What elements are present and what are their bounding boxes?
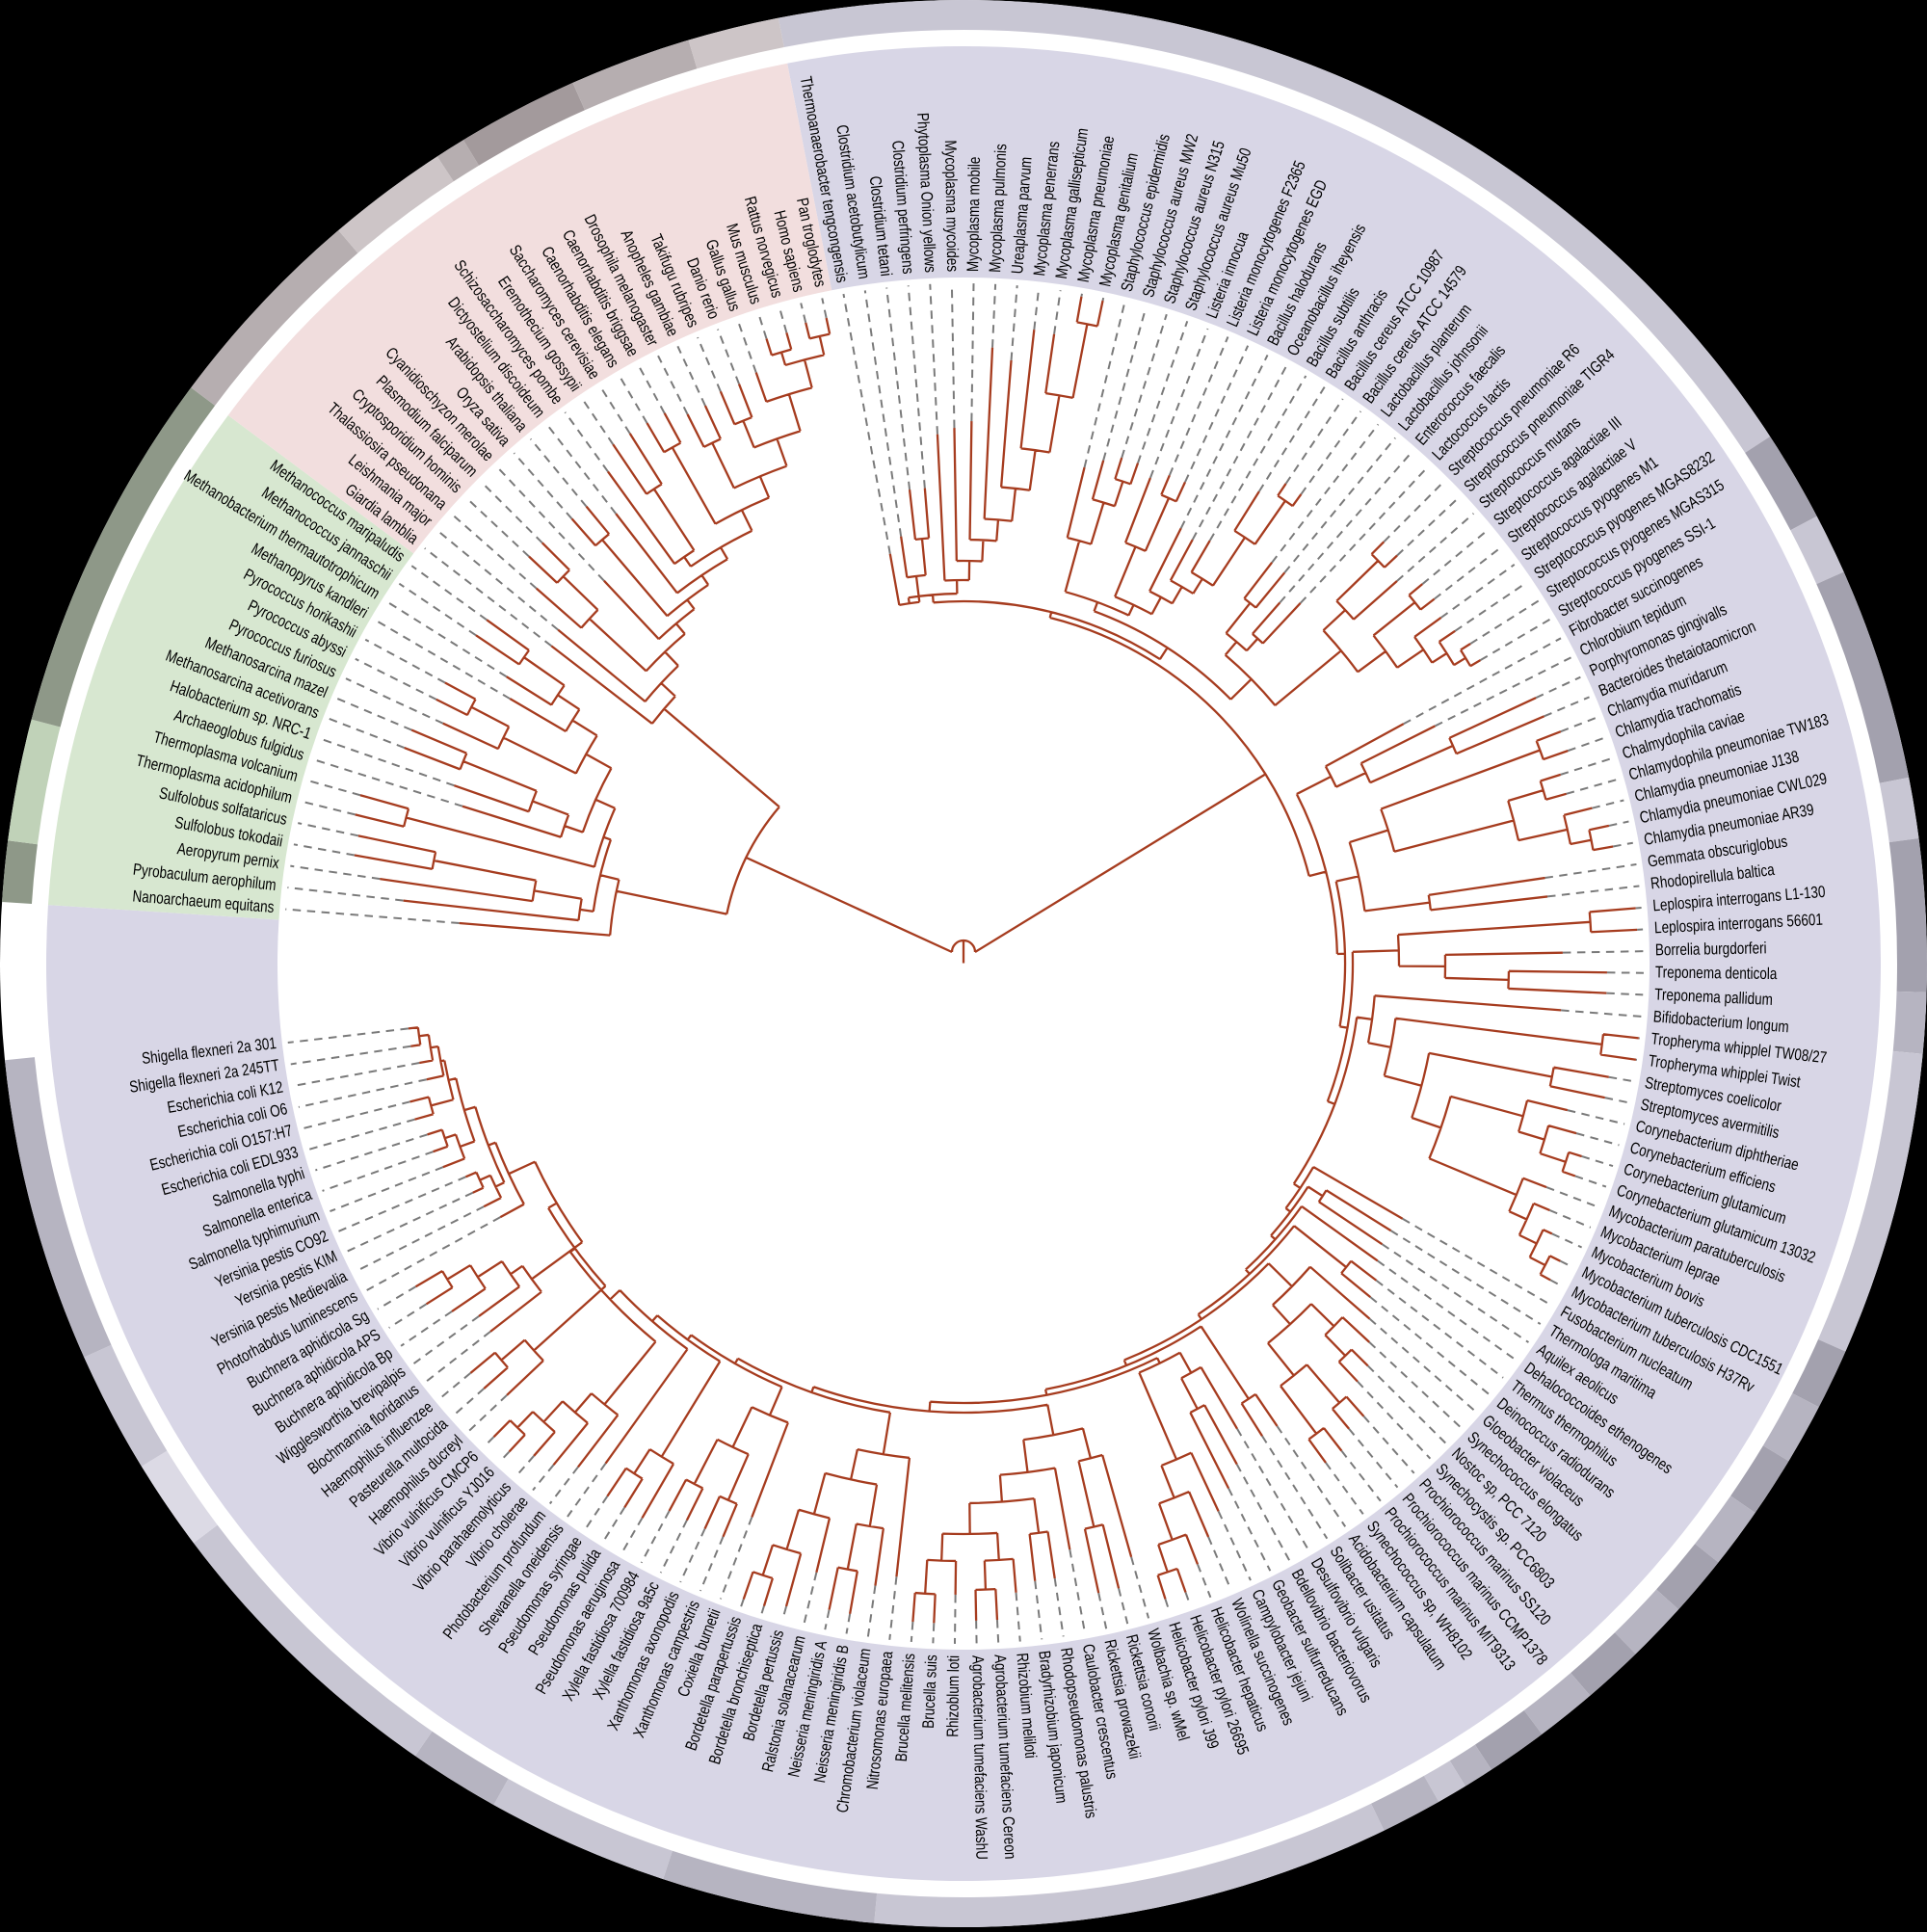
svg-text:Borrelia burgdorferi: Borrelia burgdorferi (1655, 939, 1767, 959)
svg-text:Rhizoblum loti: Rhizoblum loti (943, 1655, 963, 1737)
svg-text:Agrobacterium tumefaciens Wash: Agrobacterium tumefaciens WashU (968, 1655, 990, 1860)
svg-text:Treponema denticola: Treponema denticola (1655, 963, 1778, 983)
svg-text:Mycoplasma mycoides: Mycoplasma mycoides (941, 140, 962, 272)
svg-text:Brucella suis: Brucella suis (919, 1654, 940, 1729)
svg-text:Mycoplasma mobile: Mycoplasma mobile (964, 157, 984, 273)
